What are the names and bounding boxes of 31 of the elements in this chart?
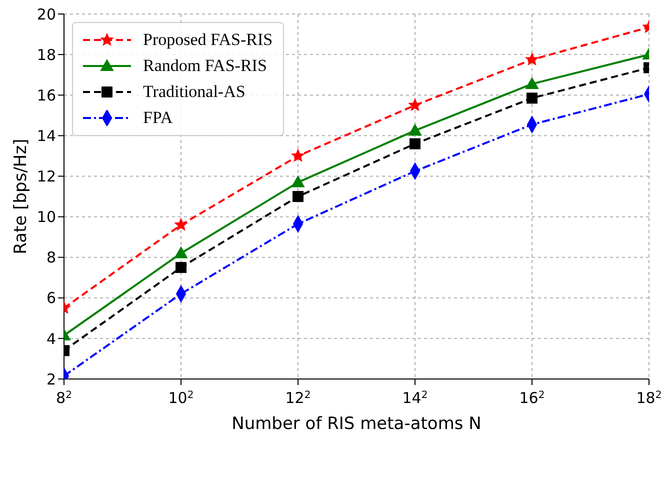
point xyxy=(292,191,304,202)
y-tick-label: 8 xyxy=(46,248,56,267)
y-tick-label: 6 xyxy=(46,289,56,308)
x-tick-label: 16$^{2}$ xyxy=(519,389,545,407)
y-tick-label: 20 xyxy=(36,5,56,24)
point xyxy=(292,149,304,162)
legend-label: Random FAS-RIS xyxy=(143,56,267,76)
y-tick-label: 10 xyxy=(36,208,56,226)
x-tick-label: 12$^{2}$ xyxy=(285,389,311,407)
point xyxy=(176,262,186,273)
point xyxy=(174,246,188,258)
x-tick-label: 18$^{2}$ xyxy=(636,389,662,407)
y-axis-title: Rate [bps/Hz] xyxy=(11,138,32,254)
y-tick-label: 14 xyxy=(36,126,56,145)
legend-label: FPA xyxy=(143,108,173,128)
x-axis-title: Number of RIS meta-atoms N xyxy=(232,414,482,434)
legend-label: Traditional-AS xyxy=(143,82,246,102)
x-tick-label: 14$^{2}$ xyxy=(402,389,428,407)
y-tick-label: 2 xyxy=(46,370,56,388)
y-tick-label: 12 xyxy=(36,168,56,186)
y-tick-label: 16 xyxy=(36,86,56,104)
point xyxy=(408,124,422,136)
y-tick-label: 18 xyxy=(36,46,56,64)
point xyxy=(174,218,188,230)
x-tick-label: 8$^{2}$ xyxy=(56,389,72,407)
point xyxy=(408,98,422,111)
x-tick-label: 10$^{2}$ xyxy=(168,389,194,407)
point xyxy=(292,176,304,188)
y-tick-label: 4 xyxy=(46,330,56,348)
legend-label: Proposed FAS-RIS xyxy=(143,30,273,50)
point xyxy=(410,138,420,150)
